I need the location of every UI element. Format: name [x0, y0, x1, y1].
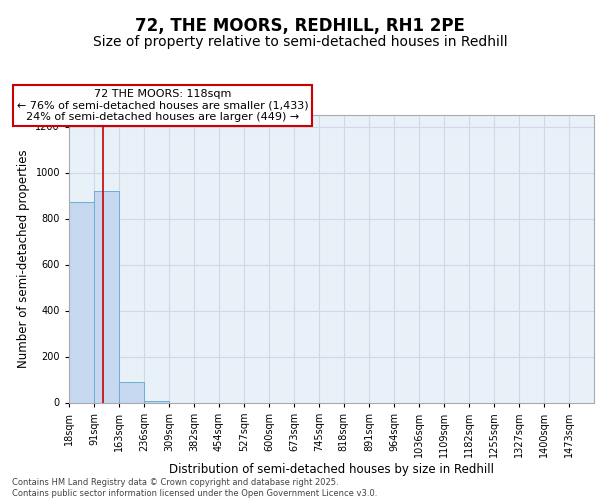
- X-axis label: Distribution of semi-detached houses by size in Redhill: Distribution of semi-detached houses by …: [169, 462, 494, 475]
- Text: 72, THE MOORS, REDHILL, RH1 2PE: 72, THE MOORS, REDHILL, RH1 2PE: [135, 18, 465, 36]
- Text: 72 THE MOORS: 118sqm
← 76% of semi-detached houses are smaller (1,433)
24% of se: 72 THE MOORS: 118sqm ← 76% of semi-detac…: [17, 88, 308, 122]
- Bar: [119, 382, 144, 402]
- Bar: [94, 191, 119, 402]
- Text: Size of property relative to semi-detached houses in Redhill: Size of property relative to semi-detach…: [92, 35, 508, 49]
- Y-axis label: Number of semi-detached properties: Number of semi-detached properties: [17, 150, 30, 368]
- Bar: [69, 202, 94, 402]
- Text: Contains HM Land Registry data © Crown copyright and database right 2025.
Contai: Contains HM Land Registry data © Crown c…: [12, 478, 377, 498]
